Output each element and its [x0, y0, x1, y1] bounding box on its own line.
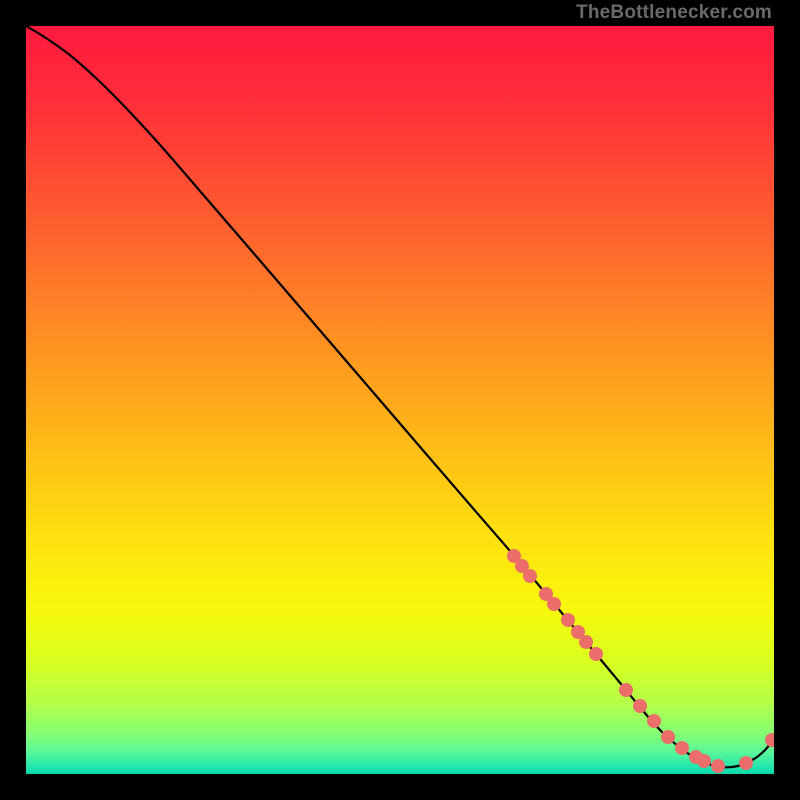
- data-marker: [620, 684, 633, 697]
- watermark-text: TheBottlenecker.com: [576, 2, 772, 24]
- bottleneck-chart: [26, 26, 774, 774]
- data-marker: [766, 734, 775, 747]
- chart-frame: TheBottlenecker.com: [0, 0, 800, 800]
- plot-area: [26, 26, 774, 774]
- data-marker: [548, 598, 561, 611]
- data-marker: [562, 614, 575, 627]
- data-marker: [580, 636, 593, 649]
- data-marker: [712, 760, 725, 773]
- data-marker: [524, 570, 537, 583]
- chart-background: [26, 26, 774, 774]
- data-marker: [698, 755, 711, 768]
- data-marker: [648, 715, 661, 728]
- data-marker: [634, 700, 647, 713]
- data-marker: [590, 648, 603, 661]
- data-marker: [740, 757, 753, 770]
- data-marker: [662, 731, 675, 744]
- data-marker: [676, 742, 689, 755]
